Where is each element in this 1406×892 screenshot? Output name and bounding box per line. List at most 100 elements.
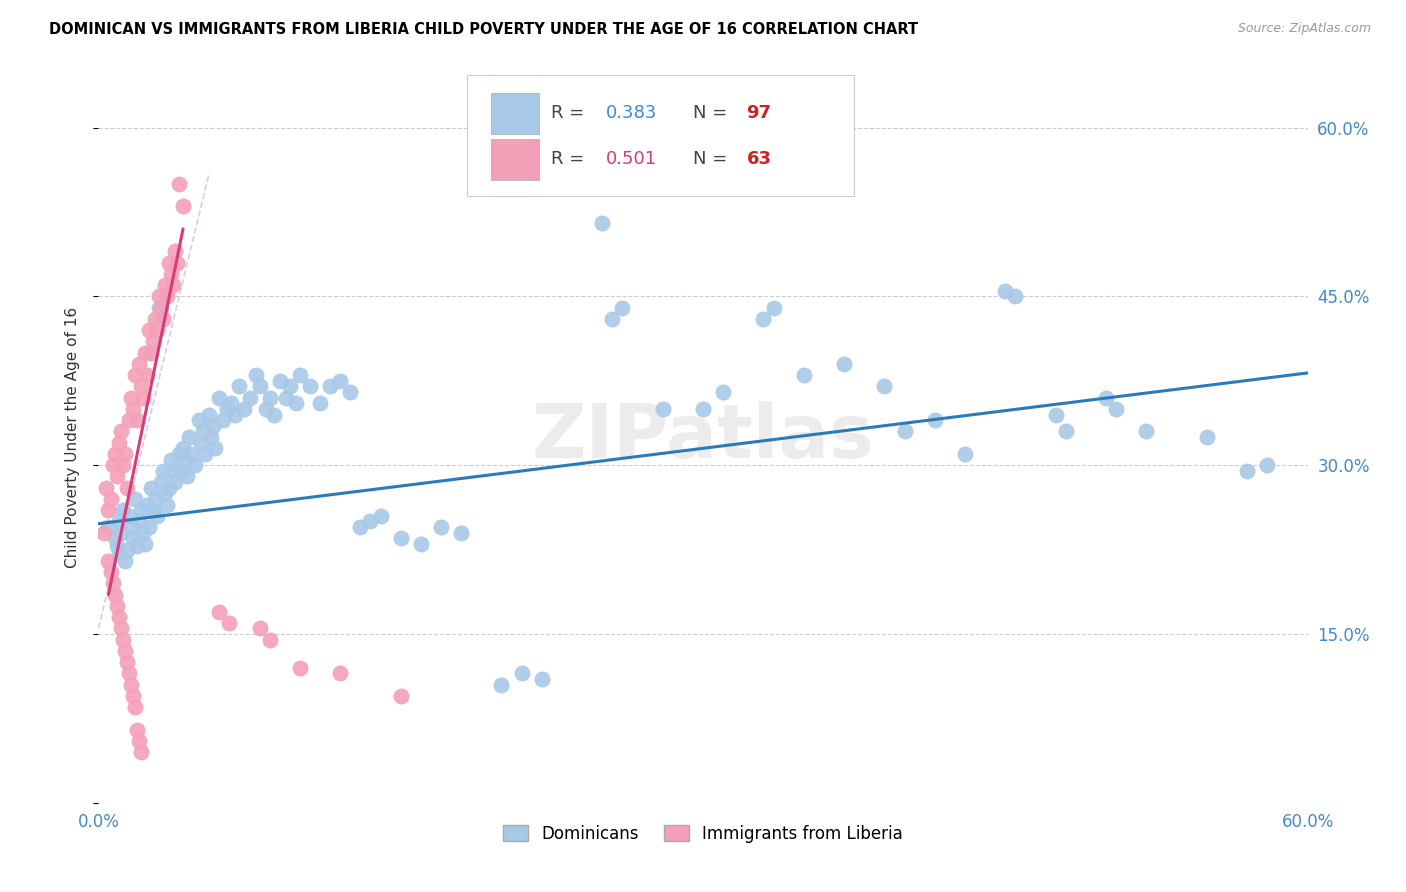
Point [591,216,613,230]
Point [118,508,141,523]
Point [198,408,221,422]
Text: DOMINICAN VS IMMIGRANTS FROM LIBERIA CHILD POVERTY UNDER THE AGE OF 16 CORRELATI: DOMINICAN VS IMMIGRANTS FROM LIBERIA CHI… [49,22,918,37]
Y-axis label: Child Poverty Under the Age of 16: Child Poverty Under the Age of 16 [65,307,80,567]
Point [115,655,138,669]
Point [174,452,197,467]
Point [114,447,136,461]
Point [114,554,136,568]
Point [103,588,125,602]
Point [128,515,150,529]
Point [125,539,148,553]
Point [124,491,146,506]
Point [107,546,129,560]
Point [309,396,332,410]
Point [188,413,211,427]
Point [208,391,231,405]
Point [299,379,322,393]
Point [149,301,172,315]
Point [111,458,134,473]
Point [793,368,815,383]
Point [115,481,138,495]
Point [107,610,129,624]
Point [139,481,162,495]
Point [118,666,141,681]
Point [97,520,120,534]
Point [269,374,291,388]
Point [259,632,281,647]
Point [118,413,141,427]
Point [142,503,165,517]
Point [101,576,124,591]
Point [152,312,174,326]
Point [284,396,307,410]
Point [103,447,125,461]
Point [1054,425,1077,439]
Point [149,475,172,489]
Text: 63: 63 [747,150,772,168]
Point [110,621,132,635]
Point [97,554,120,568]
Point [288,368,311,383]
Point [329,666,352,681]
Point [1236,464,1258,478]
Point [162,278,184,293]
Point [132,525,155,540]
Point [319,379,342,393]
Point [224,408,246,422]
Point [148,289,170,303]
Point [134,345,156,359]
Point [139,345,162,359]
Text: 97: 97 [747,104,772,122]
Point [510,666,533,681]
Point [692,401,714,416]
Point [105,539,128,553]
Point [120,678,142,692]
Point [994,284,1017,298]
Point [135,498,157,512]
Text: N =: N = [693,150,734,168]
Point [1105,401,1128,416]
Point [129,503,152,517]
Point [200,430,222,444]
Point [762,301,785,315]
Point [180,447,202,461]
Point [193,425,215,439]
Point [111,503,134,517]
Point [120,391,142,405]
Point [176,469,198,483]
Point [138,520,160,534]
Point [153,278,176,293]
Point [121,401,143,416]
Point [111,632,134,647]
Point [156,289,179,303]
Point [167,447,190,461]
Point [752,312,775,326]
Point [491,678,513,692]
Point [389,532,412,546]
Point [409,537,432,551]
Point [110,425,132,439]
Point [249,621,271,635]
Point [105,599,128,613]
Point [101,458,124,473]
Point [107,515,129,529]
Point [190,435,212,450]
Point [288,661,311,675]
Point [232,401,254,416]
Point [121,532,143,546]
Point [121,689,143,703]
Point [93,525,115,540]
Point [110,525,132,540]
Point [166,255,188,269]
Point [360,515,382,529]
Point [167,177,190,191]
Point [97,503,120,517]
Point [221,396,243,410]
Point [259,391,281,405]
Point [651,401,673,416]
Text: 0.501: 0.501 [606,150,658,168]
Text: R =: R = [551,104,589,122]
Point [163,475,186,489]
Point [254,401,277,416]
Point [204,442,226,456]
